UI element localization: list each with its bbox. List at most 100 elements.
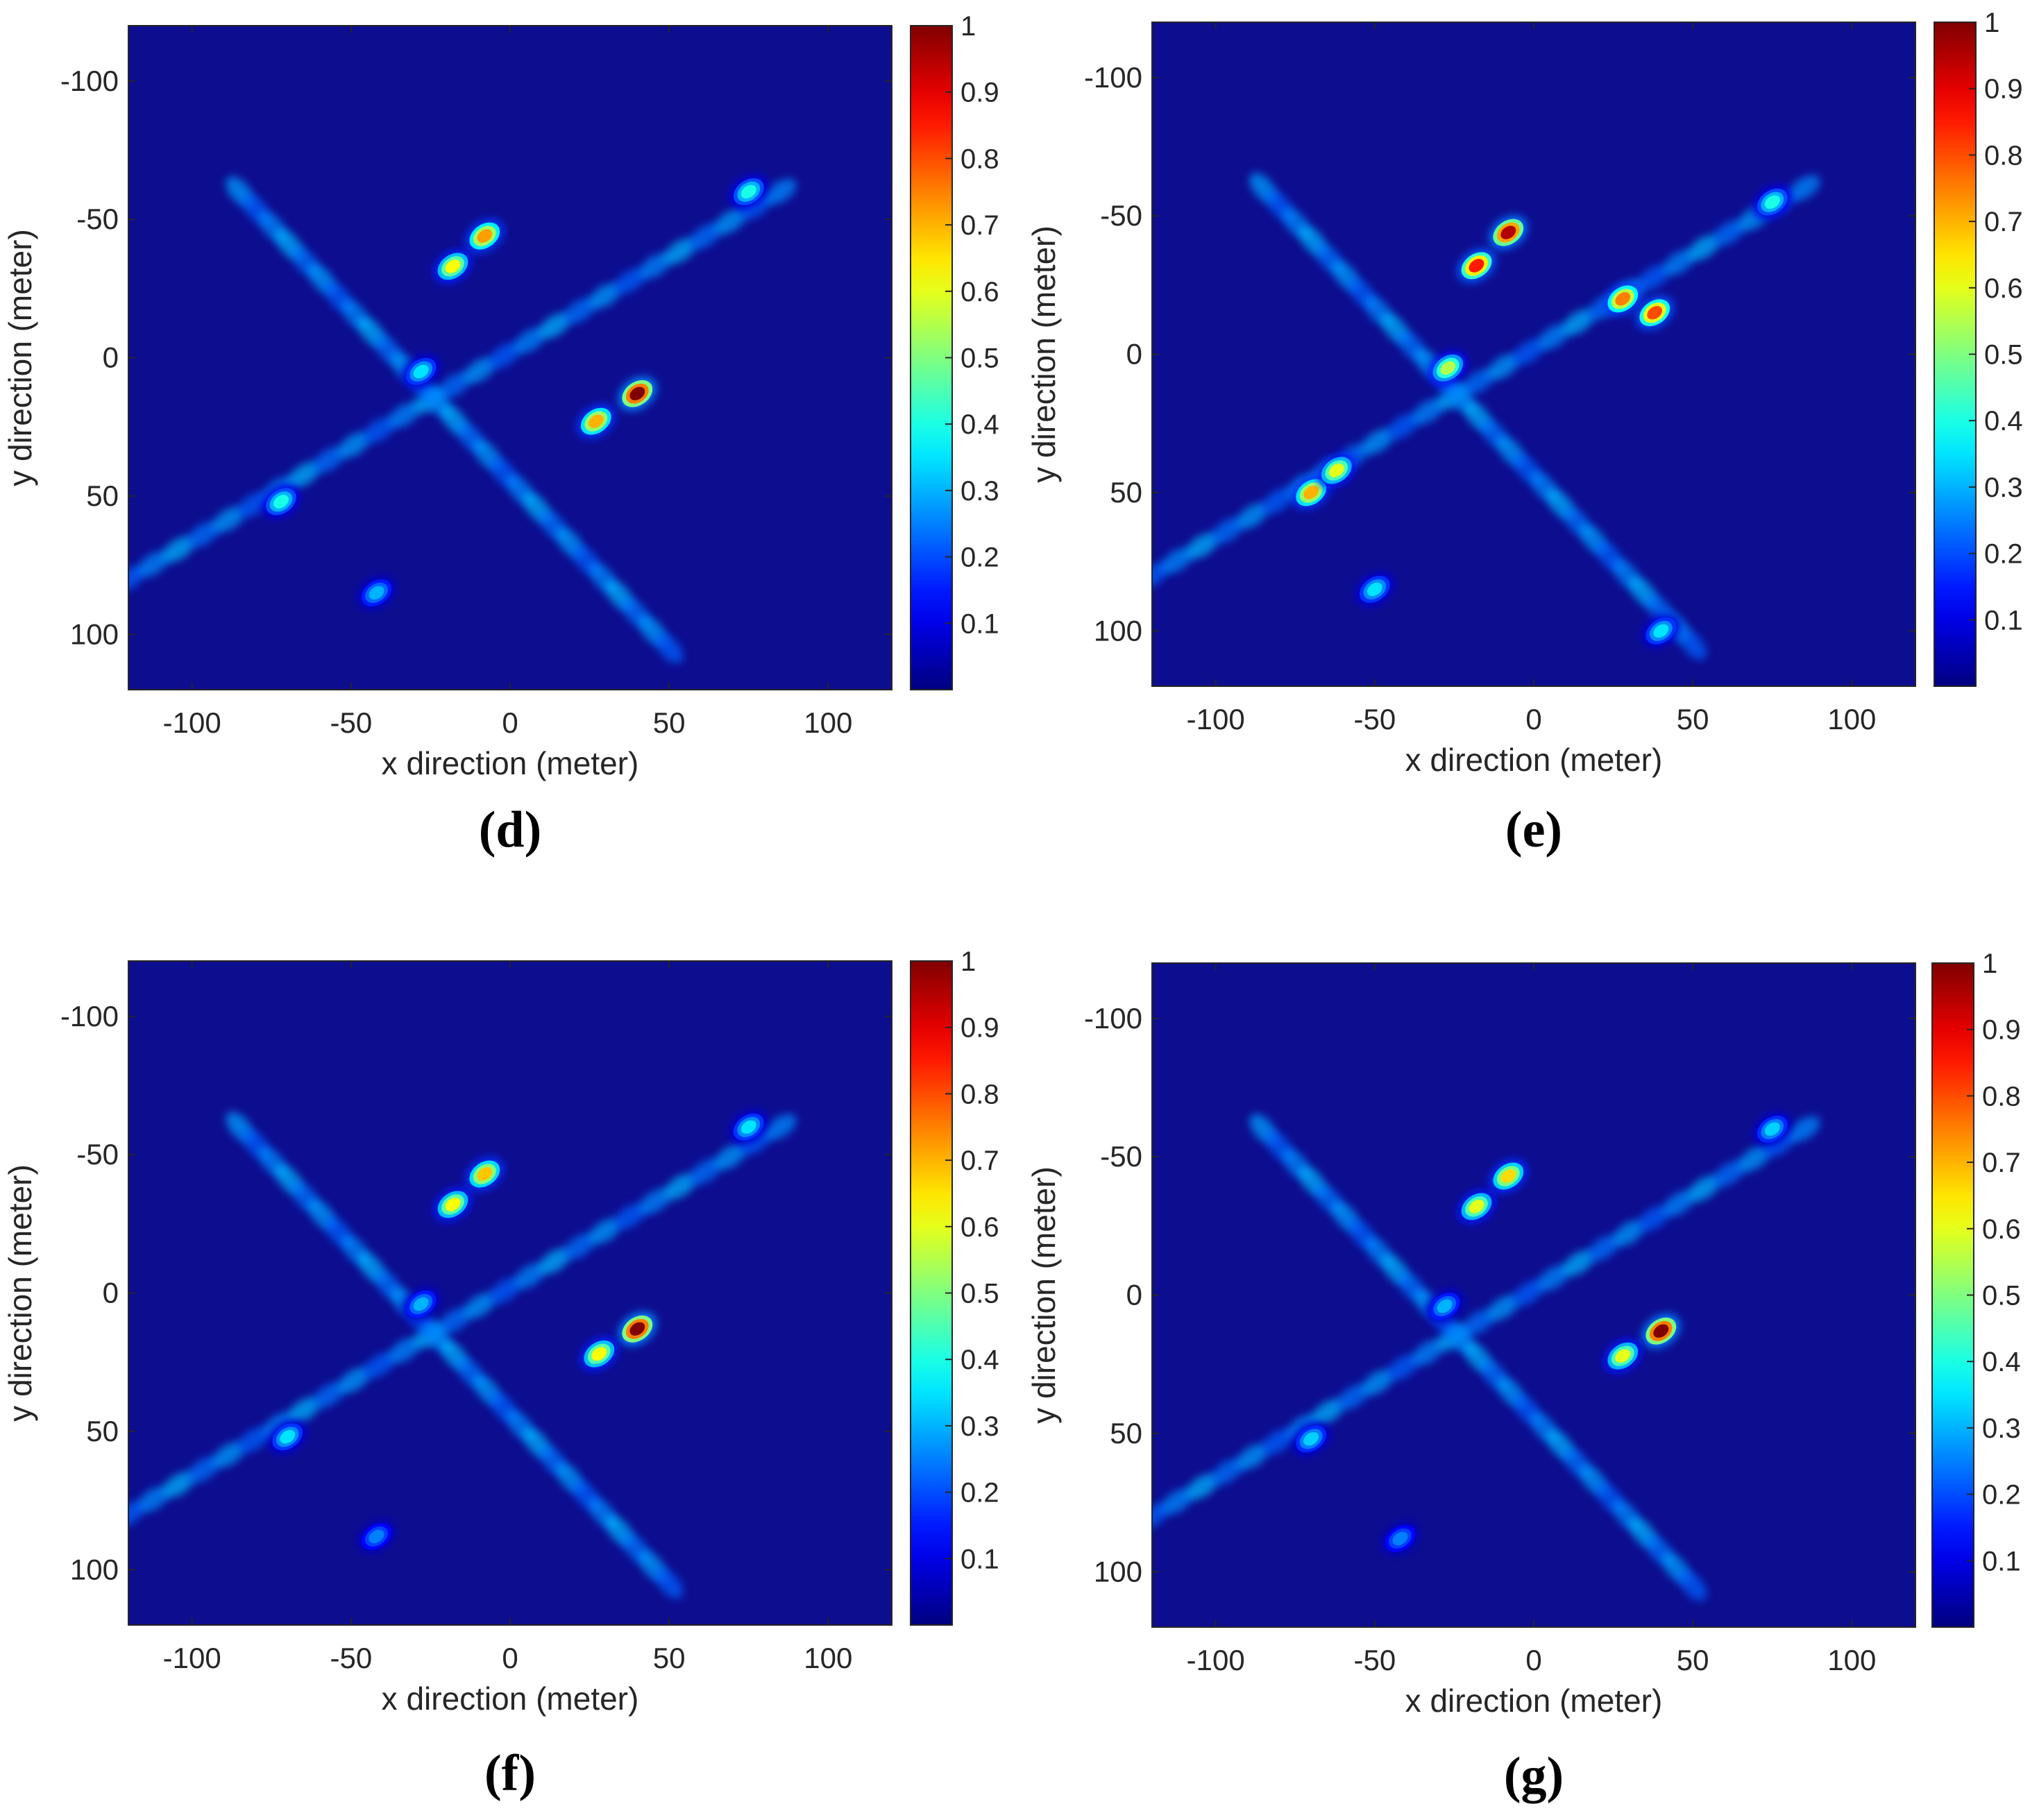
x-tick-label: 50 <box>1677 1644 1709 1676</box>
panel-d: -100 -50 0 50 100 -100 -50 0 50 100 x direction (m… <box>2 11 999 858</box>
fuselage-scatter <box>388 402 421 428</box>
fuselage-scatter <box>212 1441 245 1468</box>
fuselage-scatter <box>1211 1458 1244 1485</box>
y-axis-label: y direction (meter) <box>1026 226 1062 483</box>
fuselage-scatter <box>1387 1354 1419 1381</box>
panel-label: (d) <box>479 801 541 858</box>
hotspot <box>1603 282 1642 316</box>
colorbar-tick-label: 1 <box>961 11 976 42</box>
colorbar-tick-label: 0.6 <box>1984 273 2023 304</box>
hotspot <box>1603 1338 1642 1373</box>
fuselage-scatter <box>237 491 270 518</box>
x-tick-label: 50 <box>653 706 686 739</box>
fuselage-scatter <box>614 1203 646 1230</box>
y-tick-label: 0 <box>103 1277 119 1309</box>
hotspot <box>618 376 657 411</box>
colorbar-tick-label: 0.4 <box>961 409 999 440</box>
colorbar-tick-label: 0.9 <box>1982 1015 2021 1046</box>
fuselage-scatter <box>1236 502 1269 529</box>
fuselage-scatter <box>1286 1414 1319 1440</box>
colorbar-tick-label: 0.4 <box>961 1345 999 1375</box>
fuselage-scatter <box>388 1337 421 1363</box>
fuselage-scatter <box>1186 532 1219 559</box>
fuselage-scatter <box>739 194 772 220</box>
colorbar-tick-label: 0.5 <box>1982 1281 2021 1311</box>
fuselage-scatter <box>1211 518 1244 544</box>
fuselage-scatter <box>338 1367 371 1393</box>
colorbar-tick-label: 0.1 <box>1982 1546 2021 1576</box>
fuselage-scatter <box>1312 1399 1344 1425</box>
fuselage-scatter <box>614 268 646 294</box>
fuselage-scatter <box>1362 1369 1394 1395</box>
fuselage-scatter <box>363 417 396 443</box>
wing-scatter <box>655 1568 684 1599</box>
fuselage-scatter <box>1512 339 1545 366</box>
fuselage-scatter <box>1537 324 1570 350</box>
fuselage-scatter <box>514 1263 546 1289</box>
colorbar-tick-label: 0.1 <box>961 1544 999 1574</box>
x-axis-label: x direction (meter) <box>1405 1683 1663 1719</box>
hotspot <box>1292 1422 1330 1456</box>
colorbar-tick-label: 0.8 <box>1982 1081 2021 1112</box>
fuselage-scatter <box>463 1293 496 1319</box>
hotspot <box>1753 185 1792 219</box>
colorbar-tick-label: 0.1 <box>961 609 999 639</box>
colorbar-tick-label: 0.9 <box>1984 74 2023 105</box>
panel-e: -100 -50 0 50 100 -100 -50 0 50 100 x direction (m… <box>1026 8 2023 858</box>
hotspot <box>262 484 301 519</box>
fuselage-scatter <box>1562 1250 1595 1277</box>
fuselage-scatter <box>1462 368 1494 396</box>
x-tick-label: 0 <box>502 1642 518 1674</box>
x-tick-label: 100 <box>804 1642 852 1674</box>
wing-scatter <box>1679 1570 1707 1601</box>
colorbar-tick-label: 0.9 <box>961 78 999 108</box>
hotspot <box>729 1109 768 1144</box>
hotspot <box>618 1311 657 1346</box>
fuselage-scatter <box>638 253 671 280</box>
hotspot <box>1292 475 1330 510</box>
heatmap-field <box>1152 1112 1820 1601</box>
colorbar-tick-label: 0.7 <box>961 1146 999 1176</box>
y-tick-label: 50 <box>86 1415 119 1447</box>
x-tick-label: -100 <box>163 706 221 739</box>
fuselage-scatter <box>764 1114 797 1140</box>
heatmap-field <box>128 174 797 664</box>
fuselage-scatter <box>363 1352 396 1379</box>
colorbar-tick-label: 0.6 <box>961 277 999 307</box>
fuselage-scatter <box>489 342 521 369</box>
x-tick-label: -100 <box>163 1642 221 1674</box>
fuselage-scatter <box>1537 1265 1570 1291</box>
fuselage-scatter <box>1387 414 1419 440</box>
x-tick-label: 50 <box>1677 703 1709 735</box>
hotspot <box>1641 1313 1680 1348</box>
hotspot <box>402 355 441 389</box>
fuselage-scatter <box>1788 1116 1820 1142</box>
y-tick-label: -100 <box>60 1000 119 1032</box>
x-tick-label: -50 <box>1353 1644 1396 1676</box>
y-tick-label: 50 <box>1110 1417 1142 1449</box>
fuselage-scatter <box>638 1188 671 1215</box>
y-tick-label: 50 <box>86 479 119 512</box>
hotspot <box>465 1157 504 1191</box>
colorbar-tick-label: 0.2 <box>1982 1480 2021 1511</box>
y-tick-label: 0 <box>103 341 119 374</box>
fuselage-scatter <box>664 1173 696 1200</box>
wing-scatter <box>655 633 684 664</box>
hotspot <box>1641 613 1680 648</box>
y-axis-label: y direction (meter) <box>1026 1166 1062 1424</box>
fuselage-scatter <box>1412 1339 1444 1366</box>
panel-label: (e) <box>1505 801 1562 858</box>
fuselage-scatter <box>664 238 696 264</box>
y-tick-label: -50 <box>76 203 119 235</box>
fuselage-scatter <box>1337 1384 1369 1411</box>
x-tick-label: 100 <box>1827 1644 1876 1676</box>
fuselage-scatter <box>1662 249 1695 276</box>
fuselage-scatter <box>1688 1175 1720 1202</box>
hotspot <box>1753 1112 1792 1146</box>
colorbar-tick-label: 0.3 <box>1982 1413 2021 1444</box>
fuselage-scatter <box>564 298 596 324</box>
fuselage-scatter <box>438 372 471 399</box>
fuselage-scatter <box>1236 1443 1269 1470</box>
colorbar-tick-label: 0.6 <box>961 1212 999 1243</box>
